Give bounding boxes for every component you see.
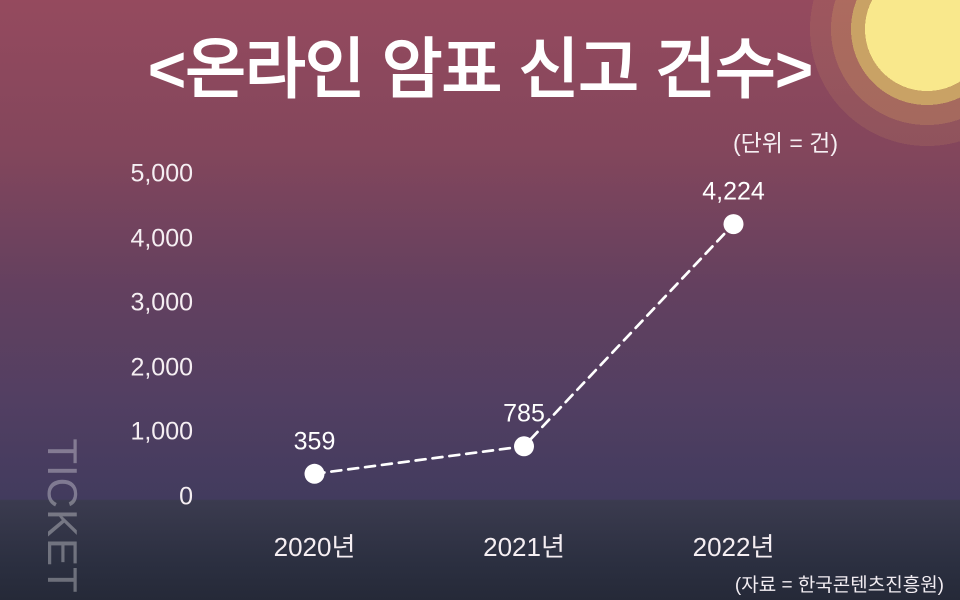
- y-tick-label: 2,000: [130, 353, 193, 382]
- data-point-marker: [304, 463, 325, 484]
- unit-label: (단위 = 건): [732, 130, 838, 156]
- source-label: (자료 = 한국콘텐츠진흥원): [734, 575, 944, 596]
- y-tick-label: 5,000: [130, 159, 193, 188]
- page-title: <온라인 암표 신고 건수>: [147, 32, 814, 106]
- x-tick-label: 2022년: [692, 532, 775, 562]
- y-tick-label: 1,000: [130, 417, 193, 446]
- data-point-label: 785: [503, 399, 545, 428]
- x-tick-label: 2020년: [273, 532, 356, 562]
- x-tick-label: 2021년: [483, 532, 565, 562]
- y-tick-label: 3,000: [130, 288, 193, 317]
- y-tick-label: 4,000: [130, 224, 193, 253]
- y-tick-label: 0: [179, 482, 193, 511]
- data-point-marker: [514, 436, 534, 457]
- data-point-label: 4,224: [702, 177, 765, 206]
- data-point-marker: [723, 214, 744, 235]
- data-point-label: 359: [293, 427, 336, 456]
